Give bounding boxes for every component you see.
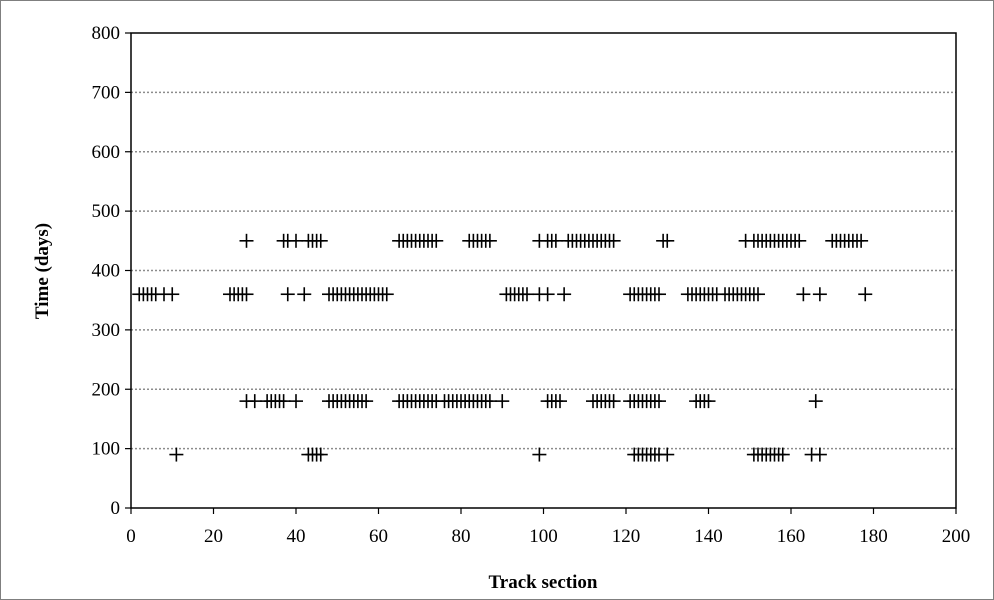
data-point [540,287,555,302]
data-point [276,394,291,409]
data-point [660,233,675,248]
x-tick-label: 180 [859,526,888,547]
data-point [297,287,312,302]
data-point [808,394,823,409]
data-point [751,287,765,302]
y-tick-label: 100 [92,439,121,460]
data-point [792,233,807,248]
data-point [553,394,567,409]
data-point [239,287,254,302]
y-tick-label: 600 [92,142,121,163]
y-axis-title: Time (days) [32,223,53,319]
data-point [652,287,666,302]
axes: 0 100 200 300 400 500 600 700 800 0 20 40 60 80 100 120… [92,23,971,547]
data-point [289,233,303,248]
data-point [313,233,328,248]
data-point [606,394,621,409]
y-tick-label: 300 [92,320,121,341]
y-tick-label: 800 [92,23,121,44]
data-point [247,394,262,409]
data-point [775,447,790,462]
data-point [169,447,184,462]
data-points [132,233,873,462]
x-axis-title: Track section [489,572,598,593]
gridlines [131,91,956,450]
y-tick-label: 700 [92,82,121,103]
data-point [289,394,303,409]
data-point [557,287,572,302]
data-point [812,287,827,302]
x-tick-label: 0 [126,526,136,547]
x-tick-label: 80 [452,526,471,547]
x-tick-label: 200 [942,526,971,547]
y-tick-label: 500 [92,201,121,222]
data-point [482,394,497,409]
data-point [495,394,510,409]
data-point [701,394,716,409]
x-tick-label: 40 [287,526,306,547]
data-point [812,447,827,462]
x-tick-label: 60 [369,526,388,547]
data-point [359,394,374,409]
y-tick-label: 0 [111,498,121,519]
x-tick-label: 100 [529,526,558,547]
data-point [652,394,666,409]
data-point [548,233,563,248]
data-point [239,233,254,248]
data-point [379,287,394,302]
data-point [482,233,497,248]
x-tick-label: 20 [204,526,223,547]
data-point [532,447,547,462]
x-tick-label: 160 [777,526,806,547]
y-tick-label: 400 [92,261,121,282]
data-point [606,233,621,248]
data-point [796,287,811,302]
data-point [429,233,444,248]
x-tick-label: 120 [612,526,641,547]
y-tick-label: 200 [92,379,121,400]
data-point [854,233,869,248]
data-point [520,287,534,302]
data-point [280,287,295,302]
data-point [313,447,328,462]
data-point [660,447,675,462]
data-point [165,287,180,302]
x-tick-label: 140 [694,526,723,547]
data-point [858,287,873,302]
